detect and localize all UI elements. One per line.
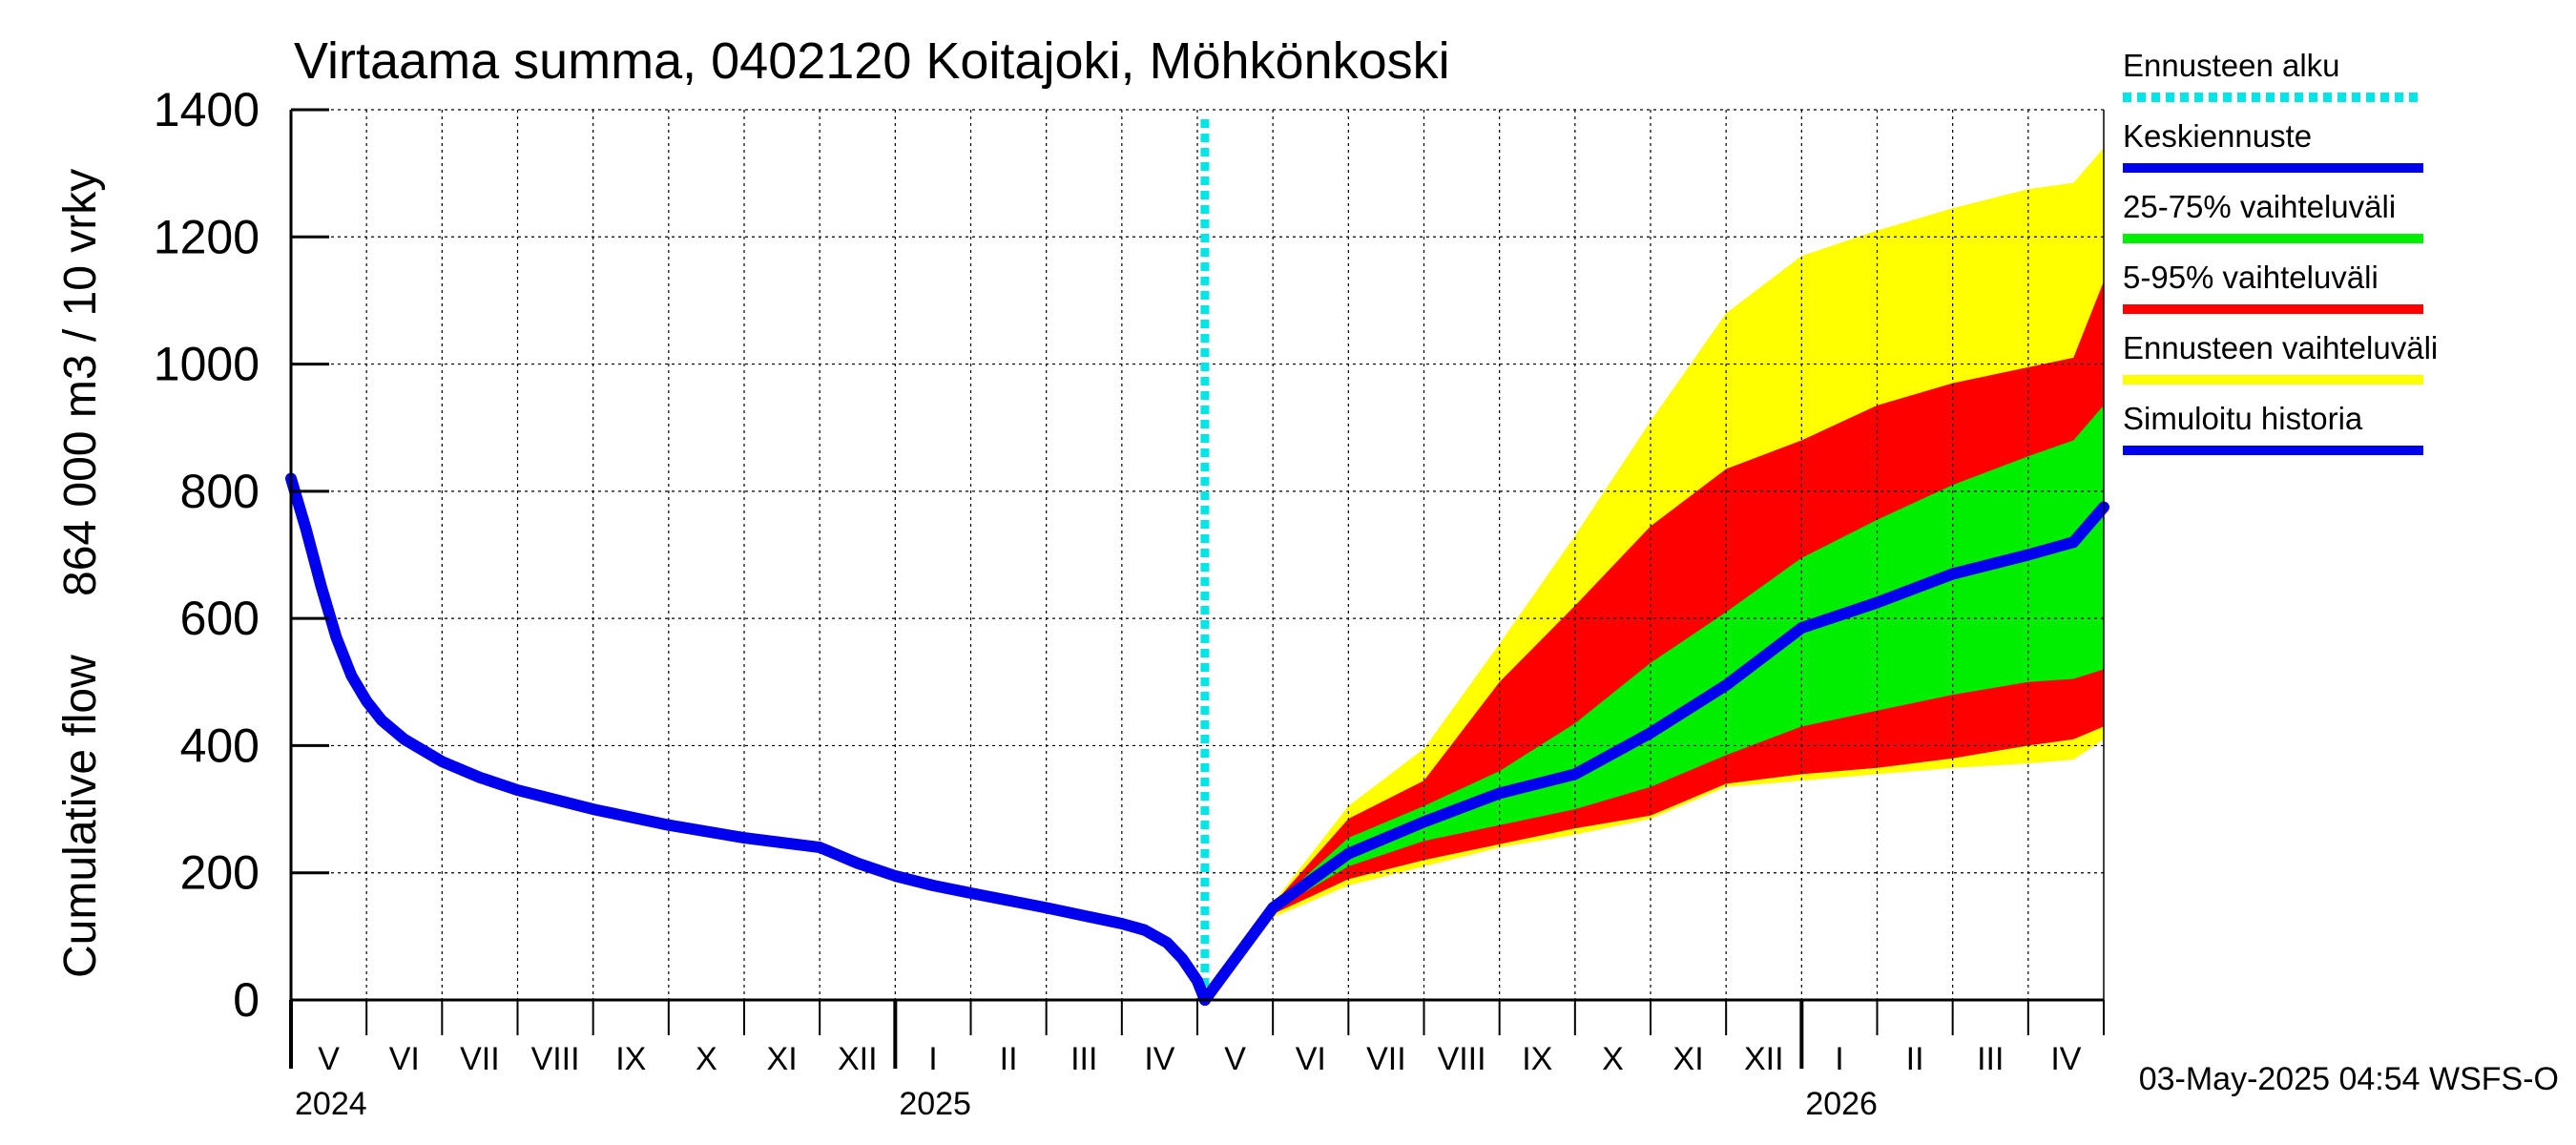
month-label: II xyxy=(1906,1041,1924,1077)
data-lines xyxy=(285,119,2109,1006)
y-tick-label: 600 xyxy=(180,592,260,645)
month-label: I xyxy=(1835,1041,1843,1077)
year-label: 2025 xyxy=(899,1086,971,1122)
month-label: V xyxy=(1224,1041,1246,1077)
month-label: IV xyxy=(2050,1041,2081,1077)
month-label: XI xyxy=(1673,1041,1704,1077)
month-label: VII xyxy=(460,1041,500,1077)
legend-label: 5-95% vaihteluväli xyxy=(2123,260,2379,295)
legend-label: Simuloitu historia xyxy=(2123,401,2363,436)
month-label: IX xyxy=(1522,1041,1552,1077)
month-label: III xyxy=(1977,1041,2004,1077)
y-tick-label: 1200 xyxy=(154,210,260,263)
band-25-75 xyxy=(1204,405,2104,1000)
y-tick-label: 1400 xyxy=(154,83,260,136)
month-label: VII xyxy=(1366,1041,1406,1077)
y-axis-label-line1: Cumulative flow xyxy=(55,655,106,978)
grid xyxy=(291,109,2104,1000)
month-label: VI xyxy=(389,1041,420,1077)
month-label: XI xyxy=(767,1041,798,1077)
y-axis-label-line2: 864 000 m3 / 10 vrky xyxy=(55,169,106,596)
month-label: VI xyxy=(1296,1041,1326,1077)
legend-label: 25-75% vaihteluväli xyxy=(2123,189,2396,224)
legend-label: Keskiennuste xyxy=(2123,118,2312,154)
month-label: VIII xyxy=(531,1041,580,1077)
month-label: VIII xyxy=(1438,1041,1486,1077)
year-label: 2024 xyxy=(295,1086,367,1122)
y-tick-label: 0 xyxy=(233,973,260,1027)
chart-title: Virtaama summa, 0402120 Koitajoki, Möhkö… xyxy=(294,32,1450,90)
footer-timestamp: 03-May-2025 04:54 WSFS-O xyxy=(2139,1061,2559,1097)
y-tick-label: 200 xyxy=(180,846,260,900)
y-tick-label: 1000 xyxy=(154,338,260,391)
month-label: I xyxy=(928,1041,937,1077)
month-label: XII xyxy=(1744,1041,1784,1077)
median-forecast-line xyxy=(1198,501,2109,1006)
month-label: V xyxy=(318,1041,340,1077)
month-label: IX xyxy=(615,1041,646,1077)
month-label: III xyxy=(1070,1041,1097,1077)
month-label: XII xyxy=(838,1041,878,1077)
legend-label: Ennusteen vaihteluväli xyxy=(2123,330,2438,365)
month-label: X xyxy=(1602,1041,1624,1077)
legend-label: Ennusteen alku xyxy=(2123,48,2340,83)
history-line xyxy=(285,472,1211,1006)
legend: Ennusteen alku Keskiennuste 25-75% vaihtel… xyxy=(2123,48,2438,455)
year-label: 2026 xyxy=(1805,1086,1878,1122)
month-label: II xyxy=(1000,1041,1018,1077)
y-tick-label: 400 xyxy=(180,718,260,772)
month-label: X xyxy=(696,1041,717,1077)
y-tick-label: 800 xyxy=(180,465,260,518)
month-label: IV xyxy=(1144,1041,1174,1077)
